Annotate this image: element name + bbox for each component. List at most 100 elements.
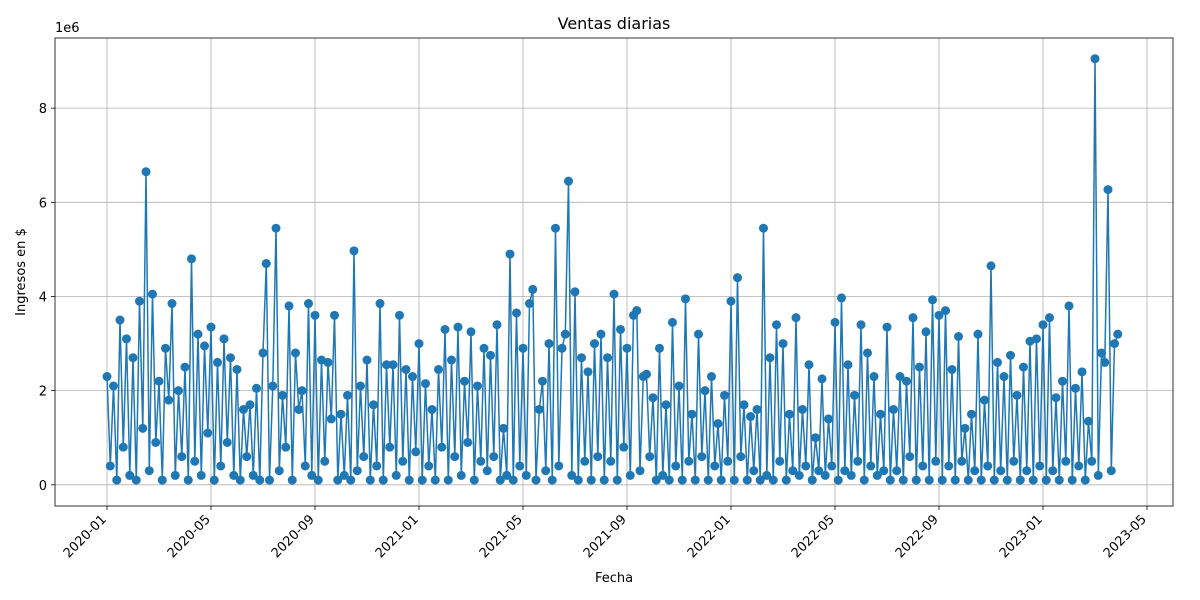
sales-marker — [512, 308, 521, 318]
sales-marker — [304, 299, 313, 309]
sales-marker — [365, 475, 375, 485]
sales-marker — [437, 442, 447, 452]
sales-marker — [102, 372, 112, 382]
sales-marker — [190, 456, 200, 466]
sales-marker — [261, 259, 271, 269]
sales-marker — [622, 343, 632, 353]
x-tick-label: 2022-01 — [685, 512, 734, 561]
sales-marker — [544, 339, 554, 349]
sales-marker — [1006, 350, 1015, 360]
sales-marker — [209, 475, 219, 485]
sales-marker — [521, 470, 531, 480]
sales-marker — [1054, 475, 1064, 485]
sales-marker — [1022, 466, 1032, 476]
sales-marker — [837, 293, 846, 303]
sales-marker — [138, 423, 148, 433]
sales-marker — [1041, 475, 1051, 485]
sales-marker — [307, 470, 317, 480]
sales-marker — [811, 433, 820, 443]
sales-marker — [593, 452, 603, 462]
sales-marker — [252, 383, 261, 393]
sales-marker — [255, 475, 265, 485]
sales-marker — [362, 355, 372, 365]
sales-marker — [791, 313, 801, 323]
sales-marker — [476, 456, 486, 466]
sales-marker — [424, 461, 434, 471]
sales-marker — [359, 452, 369, 462]
sales-marker — [954, 332, 963, 342]
sales-marker — [450, 452, 460, 462]
y-offset-label: 1e6 — [55, 21, 80, 36]
sales-marker — [648, 393, 658, 403]
sales-marker — [339, 470, 349, 480]
sales-marker — [310, 310, 320, 320]
sales-marker — [560, 329, 570, 339]
sales-marker — [213, 357, 222, 367]
sales-marker — [193, 329, 203, 339]
sales-marker — [229, 470, 239, 480]
sales-marker — [957, 456, 967, 466]
sales-marker — [1110, 339, 1119, 349]
x-tick-label: 2021-05 — [477, 512, 526, 561]
sales-marker — [645, 452, 655, 462]
sales-marker — [814, 466, 824, 476]
sales-marker — [151, 437, 161, 447]
sales-marker — [577, 353, 586, 363]
sales-marker — [200, 341, 209, 351]
sales-marker — [541, 466, 551, 476]
sales-marker — [414, 339, 424, 349]
sales-marker — [183, 475, 193, 485]
sales-marker — [336, 409, 346, 419]
sales-marker — [700, 386, 710, 396]
sales-marker — [164, 395, 174, 405]
sales-marker — [924, 475, 934, 485]
sales-marker — [775, 456, 785, 466]
sales-marker — [713, 419, 723, 429]
sales-marker — [148, 289, 157, 299]
sales-marker — [440, 324, 450, 334]
sales-marker — [473, 381, 482, 391]
sales-marker — [528, 284, 538, 294]
sales-marker — [973, 329, 983, 339]
sales-marker — [742, 475, 752, 485]
x-tick-label: 2022-05 — [789, 512, 838, 561]
sales-marker — [778, 339, 788, 349]
sales-marker — [235, 475, 245, 485]
sales-marker — [915, 362, 924, 372]
sales-marker — [759, 223, 768, 233]
sales-marker — [921, 327, 931, 337]
sales-marker — [765, 353, 775, 363]
sales-marker — [583, 367, 593, 377]
sales-marker — [1061, 456, 1071, 466]
sales-marker — [518, 343, 528, 353]
sales-marker — [1058, 376, 1067, 386]
sales-marker — [772, 320, 781, 330]
sales-marker — [996, 466, 1006, 476]
sales-marker — [668, 317, 677, 327]
sales-marker — [671, 461, 681, 471]
sales-marker — [453, 322, 463, 332]
sales-marker — [421, 379, 430, 389]
sales-marker — [911, 475, 921, 485]
sales-marker — [1035, 461, 1045, 471]
sales-marker — [1077, 367, 1087, 377]
sales-marker — [343, 390, 352, 400]
sales-marker — [902, 376, 911, 386]
sales-marker — [109, 381, 118, 391]
sales-marker — [664, 475, 674, 485]
sales-marker — [970, 466, 980, 476]
sales-marker — [388, 360, 398, 370]
sales-marker — [495, 475, 505, 485]
sales-marker — [801, 461, 811, 471]
sales-marker — [375, 299, 385, 309]
sales-marker — [658, 470, 668, 480]
sales-marker — [170, 470, 180, 480]
sales-marker — [391, 470, 401, 480]
sales-marker — [1009, 456, 1019, 466]
sales-marker — [729, 475, 739, 485]
y-tick-label: 4 — [39, 290, 47, 305]
sales-marker — [1038, 320, 1048, 330]
sales-marker — [115, 315, 125, 325]
sales-marker — [885, 475, 895, 485]
sales-marker — [141, 167, 151, 177]
